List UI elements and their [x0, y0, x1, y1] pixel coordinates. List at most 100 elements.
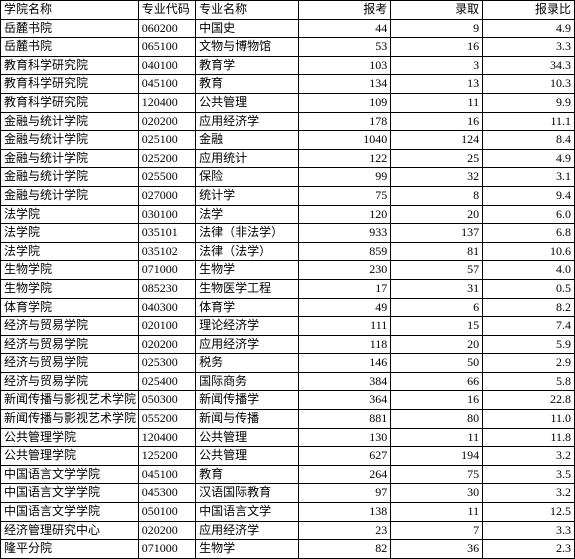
table-row: 经济与贸易学院025300税务146502.9	[1, 354, 575, 373]
cell-apply: 122	[299, 149, 391, 168]
cell-major: 教育	[196, 75, 299, 94]
cell-apply: 118	[299, 335, 391, 354]
cell-major: 教育	[196, 465, 299, 484]
cell-admit: 11	[391, 503, 483, 522]
cell-school: 经济与贸易学院	[1, 372, 139, 391]
cell-major: 保险	[196, 168, 299, 187]
cell-code: 055200	[138, 410, 195, 429]
cell-school: 教育科学研究院	[1, 75, 139, 94]
cell-major: 生物医学工程	[196, 279, 299, 298]
table-row: 经济与贸易学院020100理论经济学111157.4	[1, 317, 575, 336]
cell-school: 金融与统计学院	[1, 186, 139, 205]
table-row: 法学院035101法律（非法学）9331376.8	[1, 224, 575, 243]
cell-school: 生物学院	[1, 279, 139, 298]
cell-major: 法律（非法学）	[196, 224, 299, 243]
cell-code: 020200	[138, 335, 195, 354]
cell-apply: 627	[299, 447, 391, 466]
cell-ratio: 9.4	[483, 186, 575, 205]
cell-ratio: 10.3	[483, 75, 575, 94]
table-row: 中国语言文学学院045100教育264753.5	[1, 465, 575, 484]
cell-ratio: 22.8	[483, 391, 575, 410]
cell-code: 120400	[138, 428, 195, 447]
cell-admit: 137	[391, 224, 483, 243]
cell-admit: 32	[391, 168, 483, 187]
cell-major: 金融	[196, 131, 299, 150]
table-row: 体育学院040300体育学4968.2	[1, 298, 575, 317]
cell-ratio: 3.3	[483, 38, 575, 57]
cell-major: 生物学	[196, 540, 299, 559]
cell-admit: 31	[391, 279, 483, 298]
cell-school: 金融与统计学院	[1, 149, 139, 168]
cell-ratio: 7.4	[483, 317, 575, 336]
cell-apply: 109	[299, 93, 391, 112]
col-header-admit: 录取	[391, 1, 483, 20]
cell-code: 060200	[138, 19, 195, 38]
table-row: 法学院030100法学120206.0	[1, 205, 575, 224]
cell-code: 035102	[138, 242, 195, 261]
cell-ratio: 5.8	[483, 372, 575, 391]
cell-ratio: 34.3	[483, 56, 575, 75]
cell-school: 新闻传播与影视艺术学院	[1, 410, 139, 429]
cell-admit: 75	[391, 465, 483, 484]
cell-school: 中国语言文学学院	[1, 503, 139, 522]
cell-code: 045100	[138, 75, 195, 94]
table-row: 岳麓书院060200中国史4494.9	[1, 19, 575, 38]
cell-major: 教育学	[196, 56, 299, 75]
cell-admit: 3	[391, 56, 483, 75]
cell-school: 法学院	[1, 205, 139, 224]
cell-ratio: 3.5	[483, 465, 575, 484]
cell-major: 国际商务	[196, 372, 299, 391]
cell-admit: 124	[391, 131, 483, 150]
cell-major: 新闻传播学	[196, 391, 299, 410]
table-row: 经济与贸易学院020200应用经济学118205.9	[1, 335, 575, 354]
cell-code: 030100	[138, 205, 195, 224]
cell-code: 020200	[138, 521, 195, 540]
cell-apply: 881	[299, 410, 391, 429]
cell-code: 050100	[138, 503, 195, 522]
col-header-major: 专业名称	[196, 1, 299, 20]
cell-ratio: 9.9	[483, 93, 575, 112]
cell-apply: 44	[299, 19, 391, 38]
cell-admit: 7	[391, 521, 483, 540]
cell-ratio: 11.8	[483, 428, 575, 447]
cell-school: 岳麓书院	[1, 19, 139, 38]
cell-ratio: 8.4	[483, 131, 575, 150]
cell-ratio: 3.3	[483, 521, 575, 540]
admissions-table: 学院名称 专业代码 专业名称 报考 录取 报录比 岳麓书院060200中国史44…	[0, 0, 575, 559]
cell-major: 法律（法学）	[196, 242, 299, 261]
cell-code: 120400	[138, 93, 195, 112]
table-row: 教育科学研究院040100教育学103334.3	[1, 56, 575, 75]
cell-apply: 23	[299, 521, 391, 540]
cell-code: 050300	[138, 391, 195, 410]
cell-school: 公共管理学院	[1, 447, 139, 466]
table-row: 金融与统计学院025200应用统计122254.9	[1, 149, 575, 168]
table-row: 经济管理研究中心020200应用经济学2373.3	[1, 521, 575, 540]
cell-admit: 16	[391, 391, 483, 410]
cell-code: 027000	[138, 186, 195, 205]
cell-school: 岳麓书院	[1, 38, 139, 57]
cell-ratio: 0.5	[483, 279, 575, 298]
cell-apply: 111	[299, 317, 391, 336]
cell-school: 经济管理研究中心	[1, 521, 139, 540]
cell-school: 金融与统计学院	[1, 168, 139, 187]
table-row: 公共管理学院120400公共管理1301111.8	[1, 428, 575, 447]
cell-apply: 53	[299, 38, 391, 57]
cell-ratio: 3.1	[483, 168, 575, 187]
cell-admit: 66	[391, 372, 483, 391]
table-row: 公共管理学院125200公共管理6271943.2	[1, 447, 575, 466]
cell-code: 025300	[138, 354, 195, 373]
cell-school: 法学院	[1, 224, 139, 243]
cell-apply: 178	[299, 112, 391, 131]
cell-admit: 8	[391, 186, 483, 205]
cell-major: 中国语言文学	[196, 503, 299, 522]
cell-code: 035101	[138, 224, 195, 243]
cell-major: 应用经济学	[196, 335, 299, 354]
cell-code: 071000	[138, 540, 195, 559]
cell-ratio: 10.6	[483, 242, 575, 261]
table-row: 金融与统计学院027000统计学7589.4	[1, 186, 575, 205]
cell-apply: 134	[299, 75, 391, 94]
table-header-row: 学院名称 专业代码 专业名称 报考 录取 报录比	[1, 1, 575, 20]
cell-major: 文物与博物馆	[196, 38, 299, 57]
table-row: 经济与贸易学院025400国际商务384665.8	[1, 372, 575, 391]
cell-ratio: 12.5	[483, 503, 575, 522]
